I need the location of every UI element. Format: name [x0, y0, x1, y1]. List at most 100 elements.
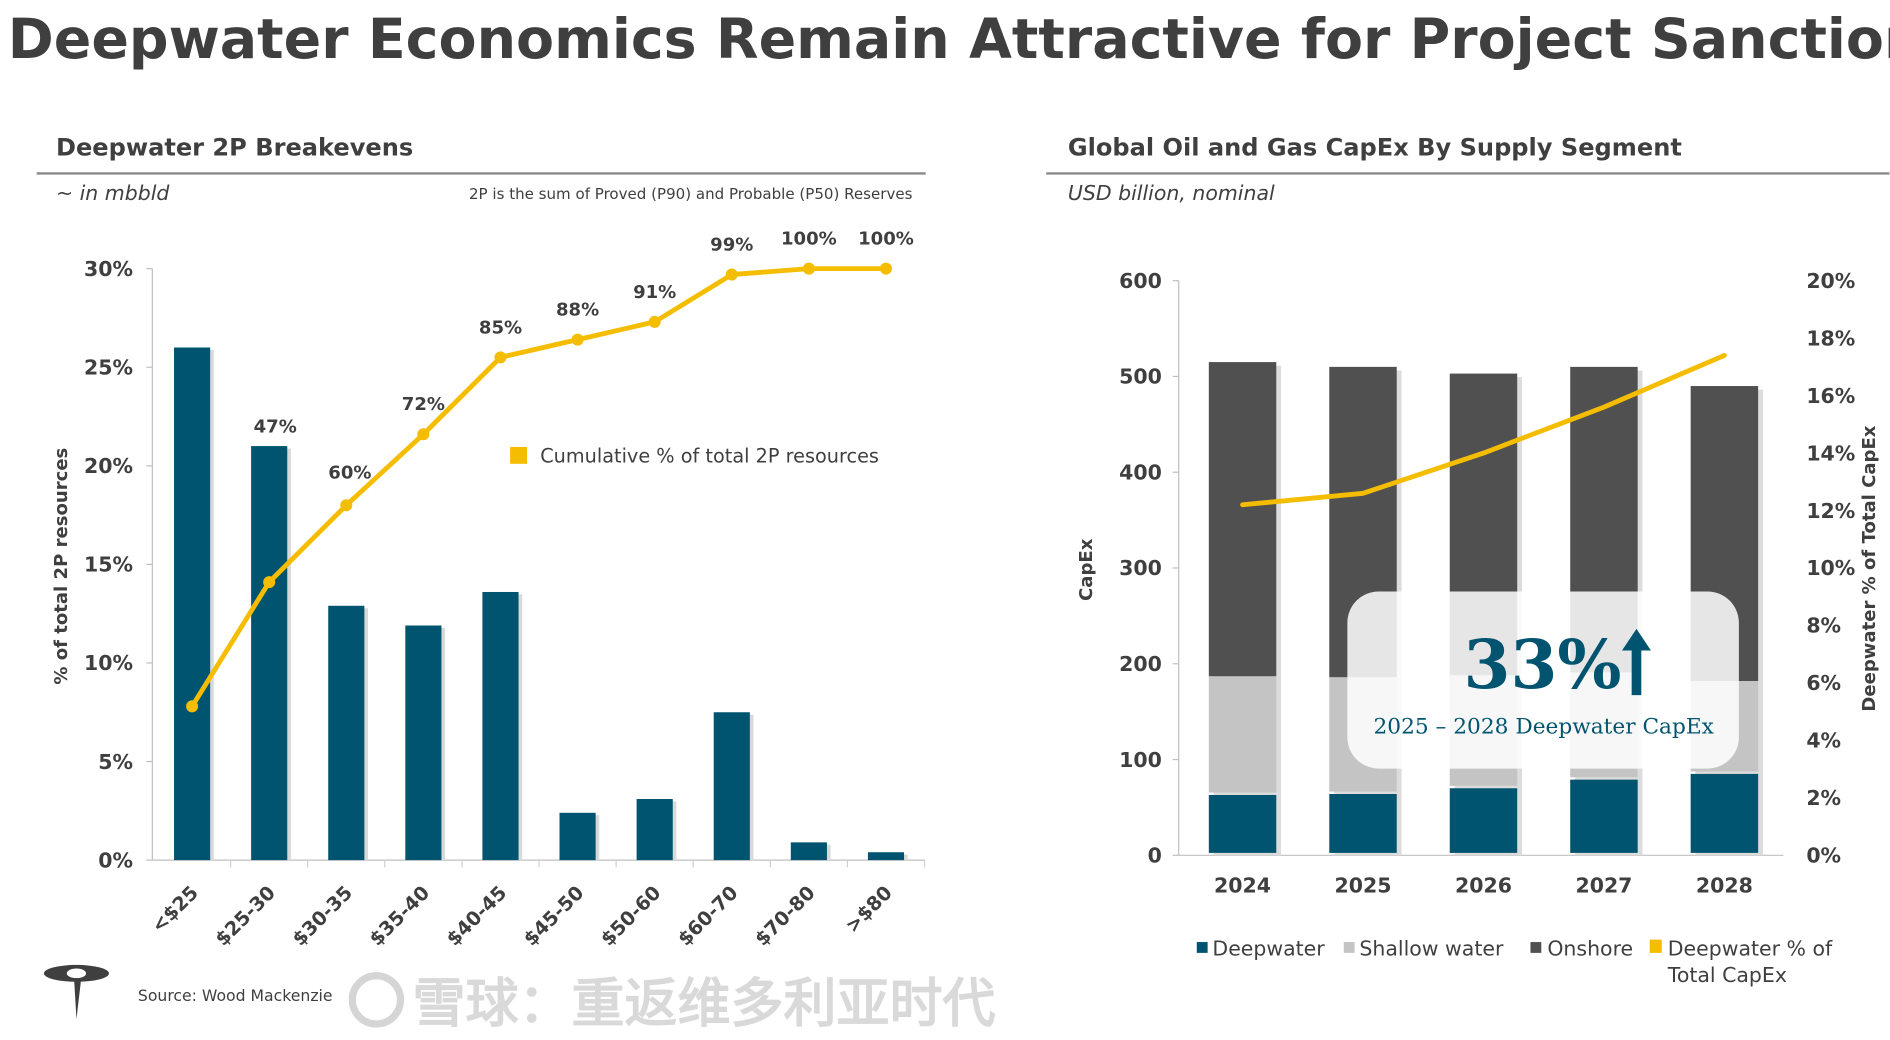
legend-label-dw-pct: Deepwater % of Total CapEx — [1667, 936, 1833, 987]
cumulative-label: 100% — [781, 229, 837, 250]
y-tick-label: 600 — [1119, 269, 1162, 293]
capex-growth-callout: 33% 2025 – 2028 Deepwater CapEx — [1347, 591, 1739, 769]
cumulative-point — [571, 333, 584, 346]
x-tick-label: 2024 — [1214, 874, 1271, 898]
left-note: 2P is the sum of Proved (P90) and Probab… — [469, 185, 913, 203]
x-tick-label: >$80 — [841, 881, 897, 937]
y-tick-label: 10% — [84, 651, 133, 675]
deepwater-share-line — [1240, 352, 1727, 508]
legend-swatch-deepwater — [1196, 942, 1208, 953]
legend-label-cumulative: Cumulative % of total 2P resources — [540, 445, 879, 468]
legend-label-deepwater: Deepwater — [1212, 936, 1325, 960]
y-tick-label: 25% — [84, 355, 133, 379]
cumulative-point — [417, 428, 430, 441]
legend-swatch-onshore — [1530, 942, 1542, 953]
bar — [405, 625, 442, 861]
bar-segment-deepwater — [1690, 773, 1759, 853]
cumulative-point — [186, 700, 199, 713]
bar-segment-deepwater — [1570, 779, 1638, 853]
y-tick-label: 200 — [1119, 652, 1162, 676]
cumulative-label: 85% — [479, 317, 522, 338]
x-tick-label: $50-60 — [596, 881, 665, 950]
legend-swatch-cumulative — [510, 446, 527, 464]
cumulative-point — [725, 268, 738, 281]
watermark: 雪球：重返维多利亚时代 — [413, 974, 996, 1035]
cumulative-line — [190, 266, 886, 708]
x-tick-label: 2026 — [1455, 874, 1512, 898]
y2-tick-label: 10% — [1806, 556, 1855, 580]
slide-title: Deepwater Economics Remain Attractive fo… — [8, 8, 1890, 72]
y2-tick-label: 20% — [1806, 269, 1855, 293]
left-unit: ~ in mbbld — [56, 181, 170, 205]
x-tick-label: $30-35 — [288, 881, 357, 950]
cumulative-point — [494, 351, 507, 364]
y-tick-label: 30% — [84, 257, 133, 281]
bar — [867, 852, 905, 861]
x-tick-label: $35-40 — [365, 881, 434, 950]
x-tick-label: 2027 — [1575, 874, 1632, 898]
left-y-axis-label: % of total 2P resources — [51, 448, 72, 685]
y-tick-label: 0% — [98, 848, 133, 872]
legend-label-onshore: Onshore — [1547, 936, 1633, 960]
bar — [713, 712, 750, 861]
cumulative-point — [263, 576, 276, 589]
x-tick-label: 2028 — [1696, 874, 1753, 898]
cumulative-point — [340, 499, 353, 512]
arrow-up-icon — [1622, 628, 1651, 696]
callout-label: 2025 – 2028 Deepwater CapEx — [1374, 715, 1714, 740]
cumulative-label: 72% — [402, 394, 445, 415]
y2-tick-label: 18% — [1806, 326, 1855, 350]
source-note: Source: Wood Mackenzie — [138, 986, 333, 1005]
bar-segment-deepwater — [1449, 788, 1518, 853]
bar-segment-deepwater — [1208, 794, 1277, 853]
y-tick-label: 300 — [1119, 556, 1162, 580]
x-tick-label: $60-70 — [673, 881, 742, 950]
y2-tick-label: 12% — [1806, 499, 1855, 523]
x-tick-label: $25-30 — [211, 881, 280, 950]
cumulative-label: 60% — [328, 463, 371, 484]
left-panel-title: Deepwater 2P Breakevens — [56, 133, 413, 161]
bar — [559, 812, 596, 861]
bar-segment-shallow-water — [1208, 676, 1277, 793]
x-tick-label: 2025 — [1335, 874, 1392, 898]
cumulative-label: 100% — [858, 229, 914, 250]
x-tick-label: $45-50 — [519, 881, 588, 950]
y2-tick-label: 2% — [1806, 786, 1841, 810]
right-y2-axis-label: Deepwater % of Total CapEx — [1859, 425, 1880, 711]
y2-tick-label: 0% — [1806, 844, 1841, 868]
cumulative-label: 88% — [556, 300, 599, 321]
y-tick-label: 5% — [98, 750, 133, 774]
y-tick-label: 20% — [84, 454, 133, 478]
right-unit: USD billion, nominal — [1068, 181, 1275, 205]
callout-value: 33% — [1464, 625, 1622, 704]
capex-chart: 0 100 200 300 400 500 600 0% 2% 4% 6% 8% 10% 12% 14% 16… — [1119, 269, 1855, 898]
legend-label-shallow: Shallow water — [1359, 936, 1504, 960]
x-tick-label: <$25 — [147, 881, 203, 937]
y2-tick-label: 8% — [1806, 614, 1841, 638]
y2-tick-label: 16% — [1806, 384, 1855, 408]
bar-segment-onshore — [1208, 362, 1277, 677]
y-tick-label: 400 — [1119, 460, 1162, 484]
y2-tick-label: 6% — [1806, 671, 1841, 695]
y-tick-label: 100 — [1119, 748, 1162, 772]
y2-tick-label: 14% — [1806, 441, 1855, 465]
bar — [482, 591, 519, 861]
bar — [174, 347, 211, 861]
cumulative-label: 91% — [633, 282, 676, 303]
cumulative-label: 47% — [254, 417, 297, 438]
cumulative-point — [802, 262, 815, 275]
capex-legend: Deepwater Shallow water Onshore Deepwate… — [1196, 936, 1833, 987]
company-logo — [43, 964, 109, 1020]
y-tick-label: 15% — [84, 553, 133, 577]
cumulative-label: 99% — [710, 234, 753, 255]
bar-segment-deepwater — [1329, 794, 1397, 853]
cumulative-point — [879, 262, 892, 275]
y-tick-label: 500 — [1119, 365, 1162, 389]
bar — [636, 799, 673, 861]
legend-swatch-shallow — [1343, 942, 1355, 953]
breakevens-chart: 0% 5% 10% 15% 20% 25% 30% <$25 $25-30 $30-35 $35-4… — [84, 229, 926, 950]
legend-swatch-dw-pct — [1649, 939, 1662, 953]
bar — [251, 446, 288, 861]
bar — [328, 605, 365, 861]
